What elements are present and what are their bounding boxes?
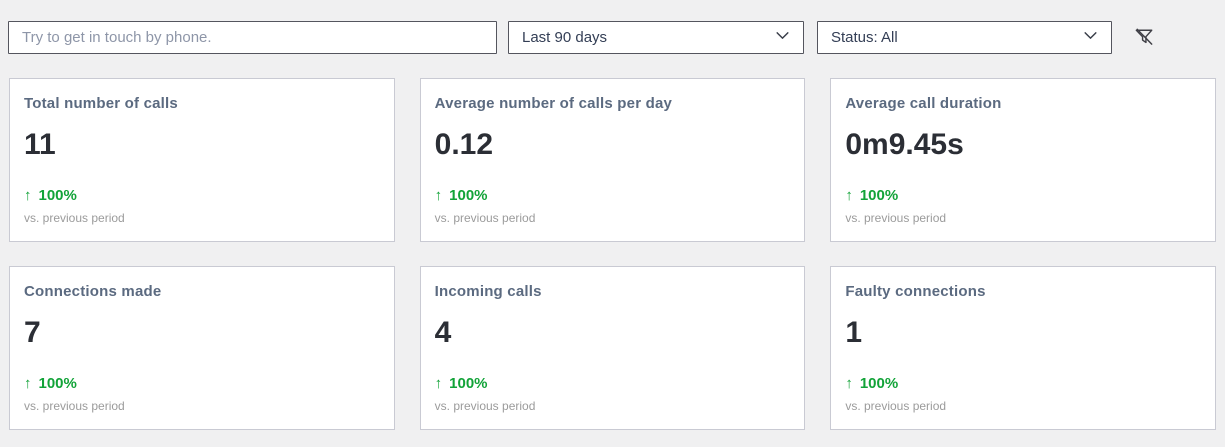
delta-percent: 100% <box>859 187 899 204</box>
delta-percent: 100% <box>38 375 77 392</box>
delta-percent: 100% <box>449 187 488 204</box>
clear-filters-button[interactable] <box>1129 23 1159 53</box>
card-caption: vs. previous period <box>434 399 536 413</box>
card-caption: vs. previous period <box>24 399 125 413</box>
arrow-up-icon: ↑ <box>845 187 853 204</box>
card-faulty-connections: Faulty connections 1 ↑ 100% vs. previous… <box>830 266 1216 430</box>
card-delta: ↑ 100% <box>845 375 1201 392</box>
card-value: 7 <box>24 316 41 349</box>
stats-cards-grid: Total number of calls 11 ↑ 100% vs. prev… <box>0 54 1225 430</box>
card-caption: vs. previous period <box>24 211 125 225</box>
card-connections-made: Connections made 7 ↑ 100% vs. previous p… <box>9 266 395 430</box>
card-delta: ↑ 100% <box>435 375 791 392</box>
date-range-select[interactable]: Last 90 days <box>508 21 804 54</box>
card-title: Average number of calls per day <box>434 95 673 112</box>
card-title: Total number of calls <box>24 95 178 112</box>
card-title: Connections made <box>24 283 162 300</box>
filter-off-icon <box>1133 25 1156 51</box>
delta-percent: 100% <box>38 187 77 204</box>
chevron-down-icon <box>774 27 791 48</box>
delta-percent: 100% <box>449 375 488 392</box>
status-value: Status: All <box>831 29 898 46</box>
card-caption: vs. previous period <box>434 211 536 225</box>
card-title: Average call duration <box>845 95 1002 112</box>
filter-bar: Last 90 days Status: All <box>0 0 1225 54</box>
status-select[interactable]: Status: All <box>817 21 1112 54</box>
card-total-calls: Total number of calls 11 ↑ 100% vs. prev… <box>9 78 395 242</box>
card-caption: vs. previous period <box>845 399 947 413</box>
card-value: 0.12 <box>434 128 494 161</box>
arrow-up-icon: ↑ <box>24 375 32 392</box>
arrow-up-icon: ↑ <box>845 375 853 392</box>
arrow-up-icon: ↑ <box>434 187 443 204</box>
chevron-down-icon <box>1082 27 1099 48</box>
card-avg-call-duration: Average call duration 0m9.45s ↑ 100% vs.… <box>830 78 1216 242</box>
card-value: 1 <box>845 316 863 349</box>
search-input[interactable] <box>8 21 497 54</box>
card-avg-calls-per-day: Average number of calls per day 0.12 ↑ 1… <box>419 78 806 242</box>
card-value: 11 <box>24 128 56 161</box>
card-delta: ↑ 100% <box>435 187 791 204</box>
delta-percent: 100% <box>859 375 899 392</box>
arrow-up-icon: ↑ <box>24 187 32 204</box>
card-caption: vs. previous period <box>845 211 947 225</box>
card-value: 4 <box>434 316 452 349</box>
arrow-up-icon: ↑ <box>434 375 443 392</box>
date-range-value: Last 90 days <box>522 29 608 46</box>
card-value: 0m9.45s <box>845 128 964 161</box>
card-delta: ↑ 100% <box>24 187 380 204</box>
card-title: Faulty connections <box>845 283 986 300</box>
card-incoming-calls: Incoming calls 4 ↑ 100% vs. previous per… <box>419 266 806 430</box>
card-delta: ↑ 100% <box>24 375 380 392</box>
card-delta: ↑ 100% <box>845 187 1201 204</box>
card-title: Incoming calls <box>434 283 542 300</box>
